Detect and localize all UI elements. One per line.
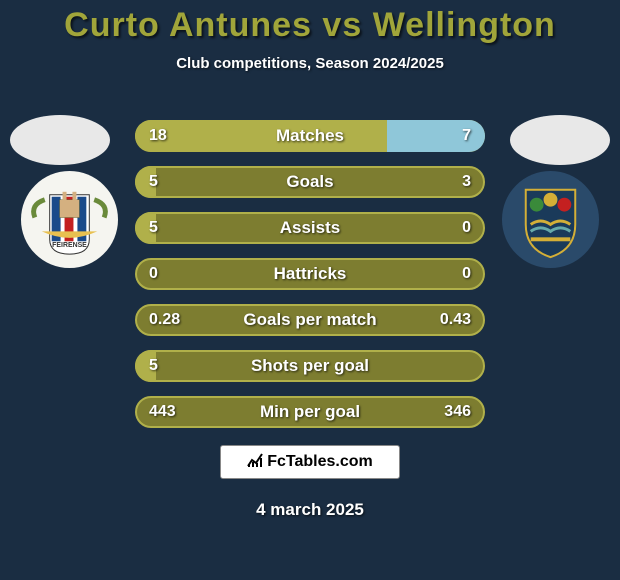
stat-label: Matches — [135, 120, 485, 152]
svg-text:FEIRENSE: FEIRENSE — [52, 242, 87, 249]
chart-icon — [247, 452, 263, 472]
crest-right-svg — [501, 170, 600, 269]
stat-value-right: 3 — [462, 166, 471, 198]
stat-value-left: 0 — [149, 258, 158, 290]
club-crest-right — [501, 170, 600, 269]
club-crest-left: FEIRENSE — [20, 170, 119, 269]
logo-text: FcTables.com — [267, 453, 373, 471]
stat-label: Hattricks — [135, 258, 485, 290]
stat-row: Assists5 0 — [135, 212, 485, 244]
fctables-logo: FcTables.com — [220, 445, 400, 479]
date-label: 4 march 2025 — [0, 500, 620, 520]
stat-row: Matches18 7 — [135, 120, 485, 152]
stat-value-left: 5 — [149, 212, 158, 244]
stat-value-left: 18 — [149, 120, 167, 152]
stat-value-left: 443 — [149, 396, 176, 428]
stat-label: Min per goal — [135, 396, 485, 428]
stat-value-left: 5 — [149, 350, 158, 382]
stat-label: Goals — [135, 166, 485, 198]
page-title: Curto Antunes vs Wellington — [0, 0, 620, 45]
stat-value-left: 0.28 — [149, 304, 180, 336]
stat-row: Shots per goal5 — [135, 350, 485, 382]
stat-value-right: 0.43 — [440, 304, 471, 336]
stat-label: Shots per goal — [135, 350, 485, 382]
subtitle: Club competitions, Season 2024/2025 — [0, 55, 620, 72]
stat-value-right: 0 — [462, 212, 471, 244]
crest-left-svg: FEIRENSE — [20, 170, 119, 269]
stat-row: Goals5 3 — [135, 166, 485, 198]
stat-value-right: 0 — [462, 258, 471, 290]
player-photo-left — [10, 115, 110, 165]
stat-value-right: 346 — [444, 396, 471, 428]
stat-value-left: 5 — [149, 166, 158, 198]
stat-label: Assists — [135, 212, 485, 244]
stat-label: Goals per match — [135, 304, 485, 336]
stat-bars: Matches187Goals53Assists50Hattricks00Goa… — [135, 120, 485, 442]
stat-row: Hattricks0 0 — [135, 258, 485, 290]
stat-value-right: 7 — [462, 120, 471, 152]
player-photo-right — [510, 115, 610, 165]
stat-row: Min per goal443 346 — [135, 396, 485, 428]
stat-row: Goals per match0.28 0.43 — [135, 304, 485, 336]
